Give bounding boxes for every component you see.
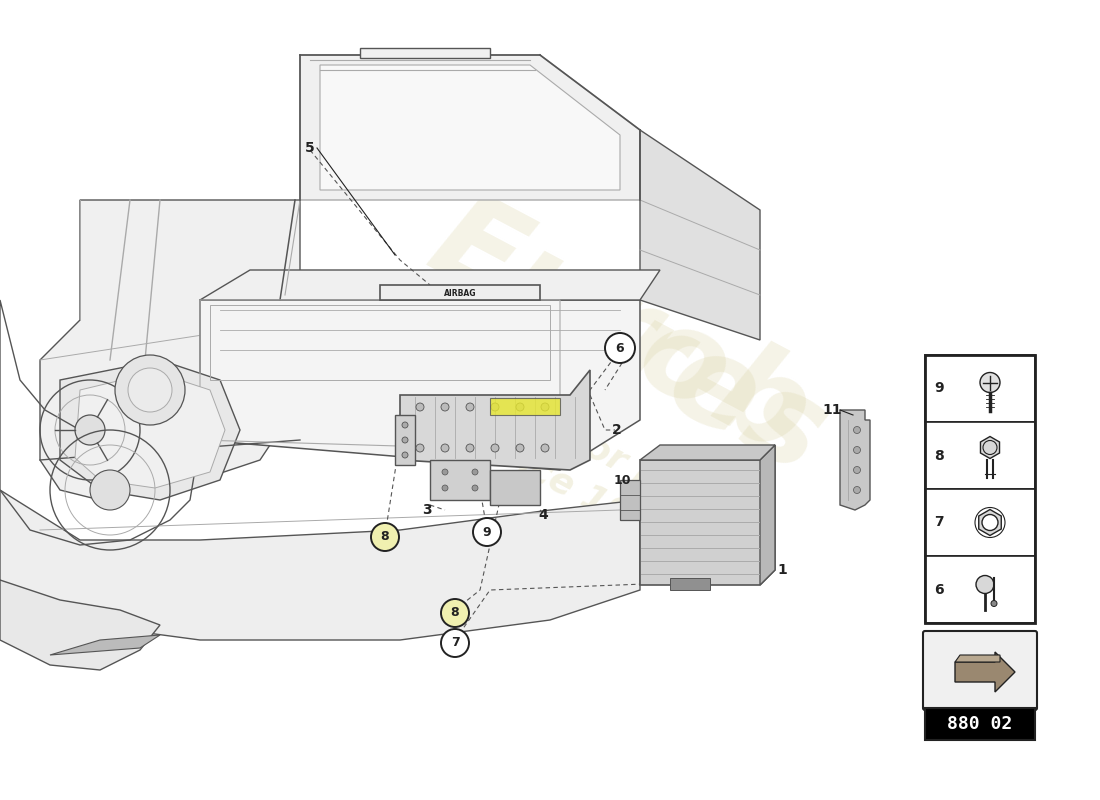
Circle shape [976, 575, 994, 594]
Text: 880 02: 880 02 [947, 715, 1013, 733]
Polygon shape [200, 300, 640, 470]
Bar [925, 355, 1035, 422]
Circle shape [466, 403, 474, 411]
Polygon shape [75, 372, 226, 488]
Circle shape [402, 422, 408, 428]
Circle shape [466, 444, 474, 452]
Circle shape [75, 415, 104, 445]
Circle shape [980, 373, 1000, 393]
Polygon shape [955, 652, 1015, 692]
Circle shape [541, 444, 549, 452]
Polygon shape [200, 270, 660, 300]
Text: 8: 8 [934, 449, 944, 462]
Circle shape [491, 444, 499, 452]
Polygon shape [640, 445, 776, 585]
Circle shape [441, 629, 469, 657]
Text: 5: 5 [305, 141, 315, 155]
Circle shape [605, 333, 635, 363]
Circle shape [441, 403, 449, 411]
Circle shape [441, 444, 449, 452]
Circle shape [402, 452, 408, 458]
Polygon shape [320, 65, 620, 190]
Circle shape [516, 444, 524, 452]
Text: 2: 2 [612, 423, 621, 437]
Circle shape [442, 485, 448, 491]
Circle shape [472, 485, 478, 491]
Polygon shape [379, 285, 540, 300]
Text: 4: 4 [538, 508, 548, 522]
Polygon shape [40, 200, 300, 500]
Circle shape [371, 523, 399, 551]
Polygon shape [840, 410, 870, 510]
Polygon shape [490, 398, 560, 415]
Polygon shape [955, 655, 1000, 662]
Bar [925, 489, 1035, 556]
Circle shape [516, 403, 524, 411]
Polygon shape [979, 510, 1001, 535]
Text: 9: 9 [483, 526, 492, 538]
Bar [925, 422, 1035, 489]
Circle shape [541, 403, 549, 411]
Circle shape [472, 469, 478, 475]
Polygon shape [670, 578, 710, 590]
Circle shape [116, 355, 185, 425]
Text: 7: 7 [451, 637, 460, 650]
Text: 1: 1 [777, 563, 786, 577]
Text: a passion for parts: a passion for parts [383, 325, 737, 535]
Circle shape [402, 437, 408, 443]
Circle shape [982, 514, 998, 530]
Text: 9: 9 [934, 382, 944, 395]
Polygon shape [50, 635, 160, 655]
Circle shape [854, 426, 860, 434]
Text: 11: 11 [823, 403, 842, 417]
Text: 10: 10 [614, 474, 630, 486]
Text: 6: 6 [616, 342, 625, 354]
Text: since 1985: since 1985 [471, 424, 680, 556]
Circle shape [416, 444, 424, 452]
Polygon shape [395, 415, 415, 465]
Circle shape [473, 518, 500, 546]
Circle shape [128, 368, 172, 412]
Text: 8: 8 [451, 606, 460, 619]
Bar [925, 556, 1035, 623]
Polygon shape [60, 360, 240, 500]
Polygon shape [760, 445, 775, 585]
Circle shape [442, 469, 448, 475]
Text: 6: 6 [934, 582, 944, 597]
Text: Eurob: Eurob [410, 180, 830, 480]
Polygon shape [400, 370, 590, 470]
Polygon shape [980, 437, 1000, 458]
Text: 7: 7 [934, 515, 944, 530]
Circle shape [491, 403, 499, 411]
Bar [925, 355, 1035, 623]
Circle shape [854, 446, 860, 454]
Polygon shape [360, 48, 490, 58]
Polygon shape [300, 55, 640, 200]
Polygon shape [620, 480, 640, 520]
Circle shape [416, 403, 424, 411]
Circle shape [854, 466, 860, 474]
Polygon shape [0, 490, 640, 640]
Circle shape [90, 470, 130, 510]
Polygon shape [430, 460, 490, 500]
Text: AIRBAG: AIRBAG [443, 289, 476, 298]
Polygon shape [490, 470, 540, 505]
Text: 8: 8 [381, 530, 389, 543]
Text: 3: 3 [422, 503, 432, 517]
Polygon shape [640, 130, 760, 340]
Circle shape [854, 486, 860, 494]
Bar [925, 708, 1035, 740]
Polygon shape [640, 445, 776, 460]
Circle shape [991, 601, 997, 606]
Polygon shape [0, 580, 160, 670]
Text: res: res [594, 290, 846, 500]
FancyBboxPatch shape [923, 631, 1037, 710]
Circle shape [441, 599, 469, 627]
